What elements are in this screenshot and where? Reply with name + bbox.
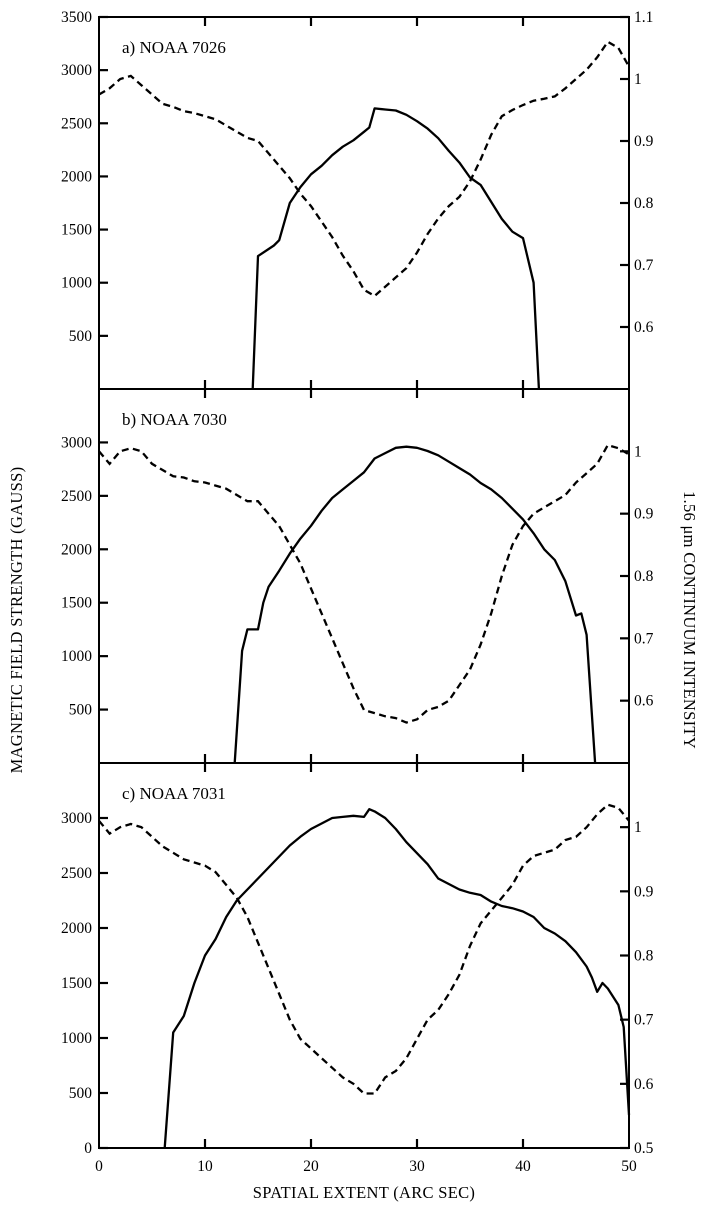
y-axis-left-title: MAGNETIC FIELD STRENGTH (GAUSS) (7, 467, 26, 774)
chart-panel-2: b) NOAA 7030 500 1000 1500 2000 2500 3000 0.6 0.… (61, 388, 654, 772)
left-tick-label: 3000 (61, 434, 92, 451)
x-tick-label: 0 (95, 1158, 103, 1175)
field-strength-line (251, 107, 541, 390)
x-tick-label: 30 (409, 1158, 425, 1175)
left-tick-label: 500 (69, 1085, 93, 1102)
left-tick-label: 2000 (61, 541, 92, 558)
field-strength-line (233, 445, 597, 764)
x-tick-label: 10 (197, 1158, 213, 1175)
plot-frame (98, 762, 630, 1149)
right-tick-label: 0.6 (634, 1076, 654, 1093)
x-tick-label: 50 (621, 1158, 637, 1175)
continuum-intensity-line (98, 443, 630, 724)
right-tick-label: 0.5 (634, 1140, 654, 1157)
continuum-intensity-line (98, 40, 630, 298)
left-tick-label: 3000 (61, 810, 92, 827)
left-tick-label: 2500 (61, 115, 92, 132)
field-strength-line (163, 808, 631, 1149)
panel-title: a) NOAA 7026 (122, 38, 226, 57)
x-axis-title: SPATIAL EXTENT (ARC SEC) (253, 1183, 475, 1202)
right-tick-label: 1.1 (634, 9, 653, 26)
right-tick-label: 0.9 (634, 133, 654, 150)
right-tick-label: 0.7 (634, 630, 654, 647)
left-tick-label: 3500 (61, 9, 92, 26)
left-tick-label: 1000 (61, 275, 92, 292)
left-tick-label: 3000 (61, 62, 92, 79)
left-tick-label: 500 (69, 328, 93, 345)
left-tick-label: 2500 (61, 488, 92, 505)
left-tick-label: 2000 (61, 920, 92, 937)
chart-panel-3: c) NOAA 70310500100015002000250030000.50… (61, 762, 654, 1175)
panel-title: c) NOAA 7031 (122, 784, 226, 803)
panel-title: b) NOAA 7030 (122, 410, 227, 429)
left-tick-label: 1500 (61, 222, 92, 239)
left-tick-label: 2000 (61, 168, 92, 185)
chart-panels: a) NOAA 70265001000150020002500300035000… (61, 9, 654, 1175)
right-tick-label: 1 (634, 443, 642, 460)
left-tick-label: 2500 (61, 865, 92, 882)
right-tick-label: 0.8 (634, 195, 654, 212)
right-tick-label: 0.8 (634, 948, 654, 965)
right-tick-label: 1 (634, 71, 642, 88)
right-tick-label: 0.6 (634, 319, 654, 336)
right-tick-label: 0.7 (634, 257, 654, 274)
chart-panel-1: a) NOAA 7026 500 1000 1500 2000 2500 3000 3500 0… (61, 9, 654, 398)
y-axis-right-title: 1.56 μm CONTINUUM INTENSITY (680, 491, 699, 749)
left-tick-label: 1000 (61, 648, 92, 665)
left-tick-label: 1500 (61, 595, 92, 612)
right-tick-label: 0.8 (634, 568, 654, 585)
plot-frame (98, 16, 630, 390)
right-tick-label: 0.9 (634, 506, 654, 523)
left-tick-label: 1000 (61, 1030, 92, 1047)
right-tick-label: 0.9 (634, 883, 654, 900)
right-tick-label: 0.7 (634, 1012, 654, 1029)
left-tick-label: 500 (69, 702, 93, 719)
left-tick-label: 1500 (61, 975, 92, 992)
right-tick-label: 0.6 (634, 693, 654, 710)
x-tick-label: 20 (303, 1158, 319, 1175)
right-tick-label: 1 (634, 819, 642, 836)
continuum-intensity-line (98, 803, 630, 1095)
plot-frame (98, 388, 630, 764)
x-tick-label: 40 (515, 1158, 531, 1175)
left-tick-label: 0 (84, 1140, 92, 1157)
